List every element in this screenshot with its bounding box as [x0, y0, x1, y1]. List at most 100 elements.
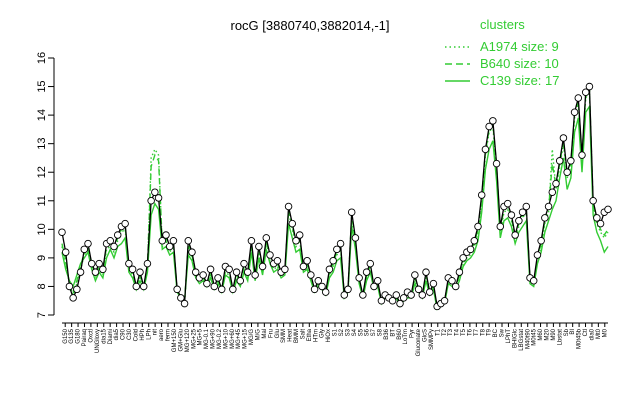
- x-tick-label: M/G: [255, 329, 261, 341]
- data-point: [373, 276, 382, 285]
- data-point: [151, 188, 159, 196]
- x-tick-label: G135: [69, 328, 75, 343]
- x-tick-label: Pyr: [410, 329, 416, 338]
- data-point: [533, 251, 542, 259]
- x-tick-label: S4: [352, 328, 358, 336]
- x-tick-label: T2: [442, 328, 448, 336]
- data-point: [314, 276, 323, 285]
- data-point: [455, 268, 464, 276]
- x-tick-label: MG+90: [211, 328, 217, 349]
- data-point: [225, 265, 233, 274]
- x-tick-label: Mt0: [596, 328, 602, 339]
- data-point: [388, 296, 397, 305]
- data-point: [139, 282, 148, 291]
- x-tick-label: Ctl: [583, 329, 589, 336]
- x-tick-label: Cold: [133, 329, 139, 341]
- data-point: [370, 282, 378, 291]
- data-point: [567, 157, 575, 165]
- x-tick-label: S1: [333, 328, 339, 336]
- data-point: [191, 268, 200, 276]
- data-point: [87, 259, 96, 268]
- data-point: [65, 282, 74, 291]
- x-tick-label: M60: [538, 328, 544, 340]
- x-tick-label: T9: [487, 328, 493, 336]
- data-point: [351, 234, 360, 242]
- data-point: [69, 294, 77, 302]
- x-tick-label: Mal: [262, 329, 268, 339]
- legend: clusters A1974 size: 9 B640 size: 10 C13…: [445, 17, 560, 88]
- x-tick-label: LoTm: [403, 329, 409, 344]
- data-point: [188, 248, 196, 256]
- data-point: [555, 157, 564, 165]
- x-tick-label: GM+Glu: [178, 329, 184, 352]
- data-point: [169, 237, 178, 245]
- y-tick-label: 9: [36, 255, 48, 261]
- data-point: [589, 197, 597, 205]
- x-tick-label: T5: [461, 328, 467, 336]
- data-point: [366, 259, 375, 268]
- data-point: [243, 268, 252, 276]
- data-point: [329, 256, 337, 265]
- data-point: [552, 179, 560, 188]
- data-point: [459, 254, 467, 262]
- x-tick-label: HiOx: [326, 329, 332, 342]
- data-point: [113, 231, 122, 239]
- x-tick-label: Gly: [320, 329, 326, 338]
- data-point: [485, 122, 493, 131]
- x-tick-label: BMM: [294, 329, 300, 343]
- data-point: [529, 276, 538, 285]
- data-point: [451, 282, 460, 291]
- data-point: [206, 265, 215, 274]
- data-point: [418, 291, 427, 299]
- data-point: [162, 231, 170, 239]
- data-point: [143, 259, 152, 268]
- data-point: [95, 259, 103, 268]
- data-point: [61, 248, 70, 256]
- x-tick-label: M90: [551, 328, 557, 340]
- data-point: [581, 88, 590, 97]
- x-tick-label: Etha: [307, 328, 313, 341]
- data-point: [262, 234, 271, 242]
- data-point: [303, 256, 311, 265]
- data-point: [507, 211, 516, 219]
- data-point: [80, 245, 89, 254]
- data-point: [132, 282, 141, 291]
- data-point: [470, 237, 479, 245]
- data-point: [229, 285, 237, 294]
- x-tick-label: S5: [358, 328, 364, 336]
- x-tick-label: Salt: [300, 329, 306, 340]
- data-point: [496, 222, 505, 231]
- data-point: [425, 288, 434, 296]
- data-point: [336, 239, 345, 248]
- x-tick-label: M40t90: [525, 328, 531, 349]
- x-tick-label: BHIGlc: [512, 329, 518, 348]
- data-point: [596, 219, 605, 228]
- x-tick-label: MG+25: [191, 328, 197, 349]
- x-tick-label: MG+120: [185, 328, 191, 352]
- data-point: [515, 217, 523, 225]
- data-point: [578, 151, 586, 159]
- data-point: [489, 117, 497, 125]
- series-line-green-dashed: [61, 87, 609, 308]
- data-point: [154, 194, 163, 202]
- data-point: [203, 279, 211, 288]
- data-point: [474, 222, 482, 231]
- data-point: [165, 242, 174, 251]
- x-tick-label: S6: [365, 328, 371, 336]
- data-point: [136, 268, 144, 276]
- data-point: [544, 202, 553, 211]
- data-point: [266, 251, 274, 259]
- data-point: [593, 214, 601, 222]
- y-tick-label: 15: [36, 80, 48, 92]
- data-point: [84, 239, 92, 248]
- data-point: [414, 285, 423, 294]
- x-tick-label: BI: [570, 329, 576, 335]
- data-point: [559, 134, 568, 142]
- x-tick-label: S2: [339, 328, 345, 336]
- data-point: [407, 291, 415, 299]
- x-tick-label: M0: [602, 328, 608, 337]
- y-axis: 7 8 9 10 11 12 13 14 15 16: [36, 52, 55, 318]
- data-point: [347, 208, 356, 216]
- y-tick-label: 14: [36, 109, 48, 121]
- x-tick-label: Lbstat: [557, 329, 563, 346]
